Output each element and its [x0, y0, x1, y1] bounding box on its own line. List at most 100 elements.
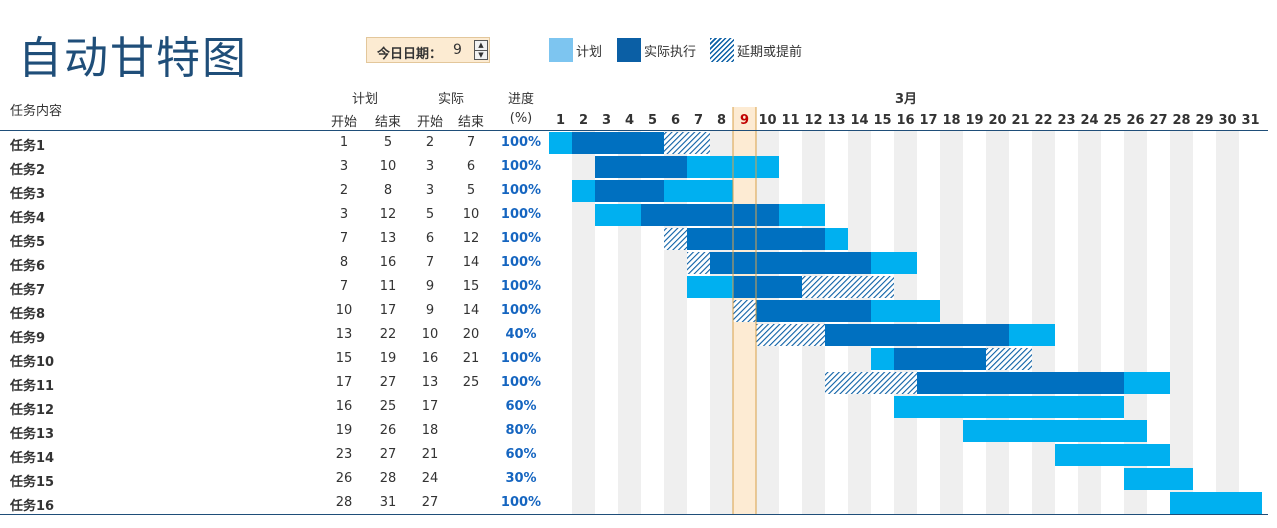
plan-end-value: 16: [379, 255, 397, 270]
task-name: 任务3: [10, 187, 46, 202]
actual-header: 实际: [437, 92, 464, 107]
day-tick-label: 25: [1103, 113, 1121, 128]
day-column-bg: [802, 131, 825, 515]
plan-end-value: 5: [383, 135, 393, 150]
day-tick-label: 12: [804, 113, 822, 128]
day-column-bg: [1170, 131, 1193, 515]
plan-end-value: 28: [379, 471, 397, 486]
actual-start-value: 17: [421, 399, 439, 414]
spinner-down-icon[interactable]: ▼: [478, 51, 484, 59]
plan-bar: [1170, 492, 1262, 514]
task-name: 任务4: [10, 211, 46, 226]
delay-bar: [756, 324, 825, 346]
day-tick-label: 3: [602, 113, 611, 128]
today-date-spinner[interactable]: ▲ ▼: [474, 40, 488, 60]
task-name: 任务12: [10, 403, 55, 418]
month-label: 3月: [895, 92, 918, 107]
actual-end-value: 12: [462, 231, 480, 246]
actual-start-value: 3: [425, 159, 435, 174]
plan-start-value: 8: [339, 255, 349, 270]
plan-end-value: 25: [379, 399, 397, 414]
plan-start-header: 开始: [330, 115, 357, 130]
legend-actual-label: 实际执行: [644, 44, 697, 60]
legend-delay-swatch: [710, 38, 734, 62]
day-tick-label: 31: [1241, 113, 1259, 128]
progress-value: 30%: [505, 471, 537, 486]
day-tick-label: 26: [1126, 113, 1144, 128]
day-tick-label: 13: [827, 113, 845, 128]
delay-bar: [986, 348, 1032, 370]
progress-header: 进度: [507, 92, 534, 107]
day-tick-label: 1: [556, 113, 565, 128]
progress-value: 100%: [500, 279, 542, 294]
actual-bar: [641, 204, 779, 226]
day-tick-label: 19: [965, 113, 983, 128]
day-tick-label: 24: [1080, 113, 1098, 128]
day-column-bg: [618, 131, 641, 515]
plan-end-value: 19: [379, 351, 397, 366]
plan-bar: [963, 420, 1147, 442]
day-tick-label: 23: [1057, 113, 1075, 128]
progress-value: 100%: [500, 231, 542, 246]
day-column-bg: [940, 131, 963, 515]
legend-plan-swatch: [549, 38, 573, 62]
progress-value: 100%: [500, 351, 542, 366]
day-tick-label: 9: [740, 113, 749, 128]
day-tick-label: 22: [1034, 113, 1052, 128]
plan-start-value: 23: [335, 447, 353, 462]
progress-value: 100%: [500, 303, 542, 318]
task-name: 任务13: [10, 427, 55, 442]
progress-value: 100%: [500, 255, 542, 270]
day-tick-label: 5: [648, 113, 657, 128]
actual-bar: [687, 252, 871, 274]
actual-start-value: 27: [421, 495, 439, 510]
footer-rule: [0, 514, 1268, 515]
day-tick-label: 29: [1195, 113, 1213, 128]
progress-value: 100%: [500, 159, 542, 174]
actual-end-value: 10: [462, 207, 480, 222]
progress-unit-header: (%): [509, 111, 533, 126]
task-name: 任务11: [10, 379, 55, 394]
actual-end-value: 5: [466, 183, 476, 198]
delay-bar: [825, 372, 917, 394]
plan-end-value: 10: [379, 159, 397, 174]
plan-end-header: 结束: [374, 115, 401, 130]
day-tick-label: 2: [579, 113, 588, 128]
plan-end-value: 27: [379, 375, 397, 390]
task-name: 任务2: [10, 163, 46, 178]
actual-end-value: 7: [466, 135, 476, 150]
legend-delay-label: 延期或提前: [737, 44, 803, 60]
day-column-bg: [848, 131, 871, 515]
spinner-up-icon[interactable]: ▲: [475, 41, 487, 51]
day-tick-label: 20: [988, 113, 1006, 128]
actual-end-value: 25: [462, 375, 480, 390]
day-tick-label: 21: [1011, 113, 1029, 128]
progress-value: 40%: [505, 327, 537, 342]
plan-start-value: 7: [339, 279, 349, 294]
actual-bar: [595, 180, 664, 202]
actual-bar: [664, 228, 825, 250]
day-tick-label: 4: [625, 113, 634, 128]
delay-bar: [664, 228, 687, 250]
task-name: 任务10: [10, 355, 55, 370]
day-tick-label: 17: [919, 113, 937, 128]
plan-start-value: 17: [335, 375, 353, 390]
plan-end-value: 11: [379, 279, 397, 294]
progress-value: 100%: [500, 375, 542, 390]
day-column-bg: [1032, 131, 1055, 515]
day-column-bg: [1216, 131, 1239, 515]
actual-end-value: 6: [466, 159, 476, 174]
legend-plan-label: 计划: [576, 44, 603, 60]
legend-actual: 实际执行: [617, 38, 696, 62]
actual-start-value: 7: [425, 255, 435, 270]
plan-bar: [1055, 444, 1170, 466]
actual-bar: [595, 156, 687, 178]
task-column-header: 任务内容: [10, 104, 63, 119]
day-tick-label: 28: [1172, 113, 1190, 128]
actual-start-value: 18: [421, 423, 439, 438]
actual-end-value: 20: [462, 327, 480, 342]
plan-end-value: 12: [379, 207, 397, 222]
actual-start-value: 24: [421, 471, 439, 486]
progress-value: 100%: [500, 207, 542, 222]
